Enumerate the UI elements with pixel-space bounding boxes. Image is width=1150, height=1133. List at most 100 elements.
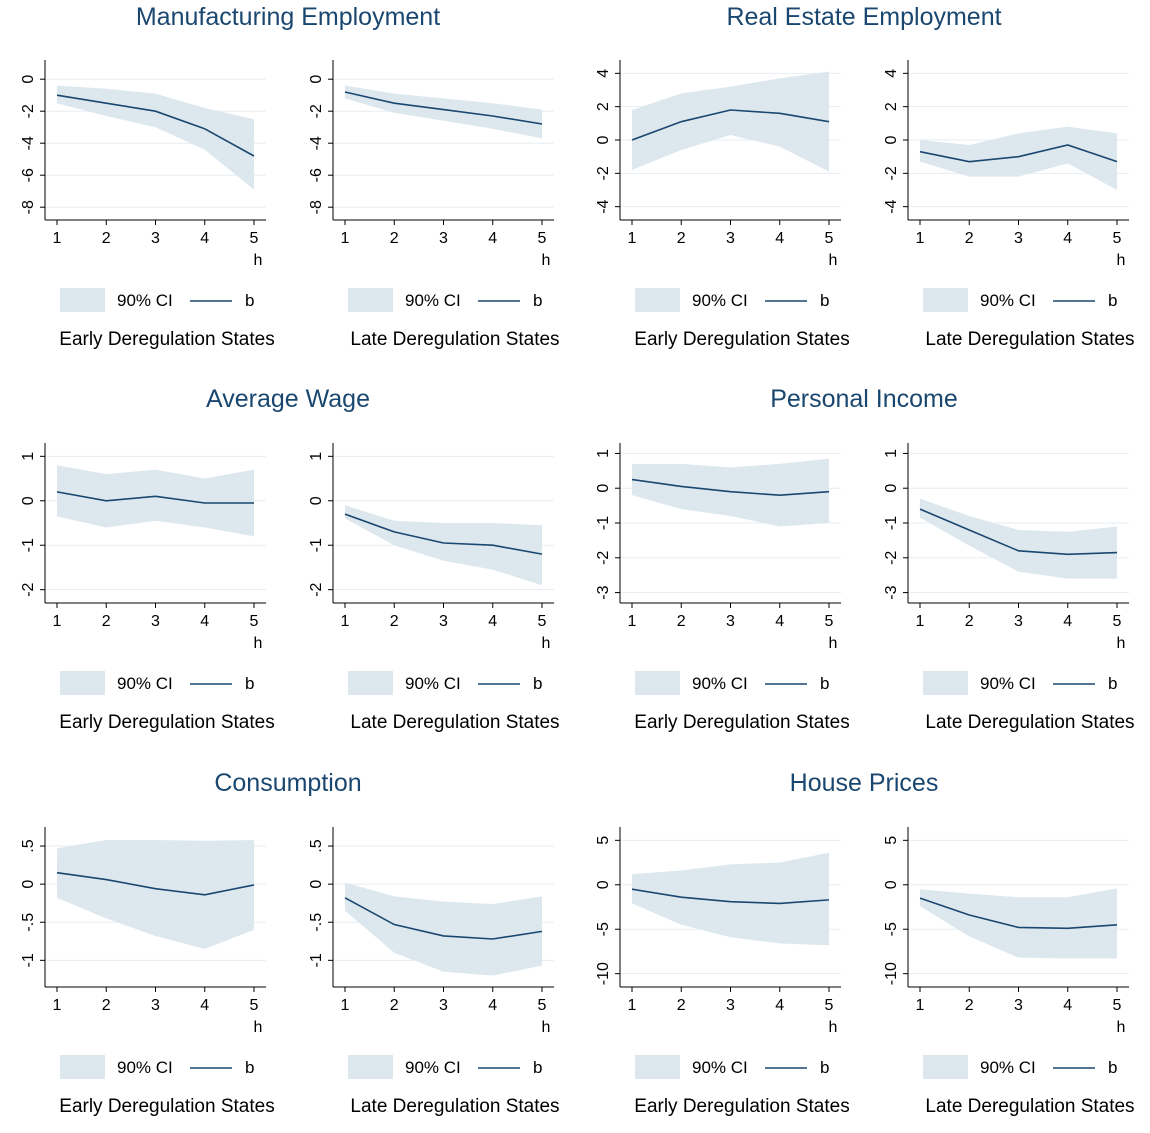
legend-ci-swatch — [923, 1055, 968, 1079]
panel-subtitle: Late Deregulation States — [925, 329, 1134, 350]
x-tick-label: 5 — [250, 997, 259, 1014]
y-tick-label: 2 — [883, 102, 900, 111]
y-tick-label: -.5 — [308, 913, 325, 932]
x-tick-label: 4 — [488, 613, 497, 630]
x-tick-label: 5 — [250, 230, 259, 247]
legend-ci-swatch — [60, 288, 105, 312]
x-axis-label: h — [542, 1019, 551, 1036]
chart-panel: 4 2 0 -2 -4 1 2 3 4 5 h 90% CI b Early Deregulation S… — [595, 60, 850, 350]
legend-ci-swatch — [635, 671, 680, 695]
x-tick-label: 1 — [628, 613, 637, 630]
chart-panel: 5 0 -5 -10 1 2 3 4 5 h 90% CI b Late Deregulation St… — [883, 827, 1135, 1117]
legend-ci-label: 90% CI — [405, 291, 461, 310]
legend-b-label: b — [820, 1058, 829, 1077]
x-tick-label: 1 — [53, 230, 62, 247]
y-tick-label: -2 — [883, 551, 900, 565]
x-tick-label: 4 — [200, 997, 209, 1014]
y-tick-label: -2 — [308, 104, 325, 118]
y-tick-label: 2 — [595, 102, 612, 111]
y-tick-label: 0 — [883, 135, 900, 144]
y-tick-label: -1 — [20, 953, 37, 967]
y-tick-label: -8 — [20, 200, 37, 214]
x-tick-label: 5 — [825, 613, 834, 630]
y-tick-label: 4 — [595, 69, 612, 78]
chart-panel: 1 0 -1 -2 1 2 3 4 5 h 90% CI b Late Deregulation Sta… — [308, 443, 560, 733]
x-tick-label: 2 — [390, 230, 399, 247]
legend-ci-swatch — [60, 1055, 105, 1079]
legend-ci-label: 90% CI — [117, 674, 173, 693]
legend-ci-label: 90% CI — [405, 674, 461, 693]
x-axis-label: h — [1117, 252, 1126, 269]
x-tick-label: 4 — [200, 613, 209, 630]
y-tick-label: -4 — [20, 136, 37, 150]
group-title-manufacturing: Manufacturing Employment — [135, 3, 441, 31]
x-tick-label: 1 — [916, 230, 925, 247]
y-tick-label: 0 — [595, 484, 612, 493]
ci-band — [632, 458, 829, 527]
y-tick-label: -1 — [883, 516, 900, 530]
chart-panel: 5 0 -5 -10 1 2 3 4 5 h 90% CI b Early Deregulation S… — [595, 827, 850, 1117]
panel-subtitle: Early Deregulation States — [59, 712, 274, 733]
x-tick-label: 5 — [825, 997, 834, 1014]
y-tick-label: 0 — [883, 880, 900, 889]
x-axis-label: h — [542, 252, 551, 269]
x-tick-label: 4 — [1063, 613, 1072, 630]
y-tick-label: -2 — [883, 166, 900, 180]
legend-ci-label: 90% CI — [117, 1058, 173, 1077]
ci-band — [632, 852, 829, 946]
x-tick-label: 5 — [825, 230, 834, 247]
y-tick-label: -4 — [308, 136, 325, 150]
legend-b-label: b — [1108, 291, 1117, 310]
y-tick-label: .5 — [20, 839, 37, 852]
legend-ci-swatch — [635, 1055, 680, 1079]
y-tick-label: -3 — [883, 585, 900, 599]
legend-ci-label: 90% CI — [692, 291, 748, 310]
y-tick-label: 4 — [883, 69, 900, 78]
x-tick-label: 1 — [341, 997, 350, 1014]
group-title-house-prices: House Prices — [789, 769, 939, 797]
x-tick-label: 5 — [1113, 613, 1122, 630]
chart-panel: 0 -2 -4 -6 -8 1 2 3 4 5 h 90% CI b Early Deregulation… — [20, 60, 275, 350]
y-tick-label: 1 — [595, 449, 612, 458]
x-tick-label: 3 — [151, 613, 160, 630]
legend-ci-label: 90% CI — [117, 291, 173, 310]
legend-b-label: b — [1108, 1058, 1117, 1077]
x-tick-label: 1 — [628, 997, 637, 1014]
y-tick-label: -5 — [883, 922, 900, 936]
group-title-consumption: Consumption — [214, 769, 362, 797]
ci-band — [920, 498, 1117, 579]
legend-ci-swatch — [348, 1055, 393, 1079]
legend-ci-label: 90% CI — [405, 1058, 461, 1077]
legend-ci-label: 90% CI — [692, 1058, 748, 1077]
x-tick-label: 2 — [677, 613, 686, 630]
legend-ci-swatch — [60, 671, 105, 695]
y-tick-label: 1 — [308, 452, 325, 461]
panel-subtitle: Early Deregulation States — [634, 329, 849, 350]
x-tick-label: 3 — [726, 230, 735, 247]
y-tick-label: -10 — [883, 962, 900, 985]
chart-panel: 1 0 -1 -2 1 2 3 4 5 h 90% CI b Early Deregulation St… — [20, 443, 275, 733]
ci-band — [632, 71, 829, 172]
x-axis-label: h — [829, 635, 838, 652]
legend-ci-swatch — [348, 671, 393, 695]
x-tick-label: 3 — [1014, 230, 1023, 247]
x-tick-label: 3 — [151, 997, 160, 1014]
x-tick-label: 4 — [1063, 230, 1072, 247]
panel-subtitle: Early Deregulation States — [59, 1096, 274, 1117]
y-tick-label: 1 — [20, 452, 37, 461]
x-tick-label: 5 — [1113, 997, 1122, 1014]
legend-ci-label: 90% CI — [692, 674, 748, 693]
chart-panel: 1 0 -1 -2 -3 1 2 3 4 5 h 90% CI b Early Deregulation … — [595, 443, 850, 733]
ci-band — [57, 465, 254, 537]
y-tick-label: -2 — [20, 582, 37, 596]
y-tick-label: -2 — [595, 166, 612, 180]
y-tick-label: 5 — [883, 836, 900, 845]
x-tick-label: 4 — [775, 613, 784, 630]
y-tick-label: -1 — [308, 953, 325, 967]
x-tick-label: 3 — [1014, 613, 1023, 630]
group-title-personal-income: Personal Income — [770, 385, 958, 413]
y-tick-label: 5 — [595, 836, 612, 845]
legend-b-label: b — [820, 674, 829, 693]
